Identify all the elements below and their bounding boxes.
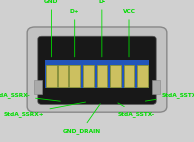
Bar (83, 64, 94, 86)
Bar (69, 64, 80, 86)
Text: GND_DRAIN: GND_DRAIN (62, 104, 100, 134)
Text: StdA_SSRX+: StdA_SSRX+ (4, 102, 86, 117)
FancyBboxPatch shape (38, 36, 156, 104)
Bar (45, 60, 149, 88)
Bar (137, 64, 148, 86)
Text: D-: D- (98, 0, 106, 57)
FancyBboxPatch shape (27, 27, 167, 112)
Text: StdA_SSTX+: StdA_SSTX+ (145, 92, 194, 101)
Bar (124, 64, 134, 86)
Bar (152, 80, 160, 94)
Text: GND: GND (44, 0, 59, 57)
Bar (110, 64, 121, 86)
Text: D+: D+ (70, 9, 80, 57)
Bar (34, 80, 42, 94)
Text: StdA_SSRX-: StdA_SSRX- (0, 92, 60, 101)
Bar (46, 64, 57, 86)
Bar (58, 64, 68, 86)
Text: VCC: VCC (122, 9, 136, 57)
Text: StdA_SSTX-: StdA_SSTX- (118, 103, 155, 117)
Bar (97, 64, 107, 86)
